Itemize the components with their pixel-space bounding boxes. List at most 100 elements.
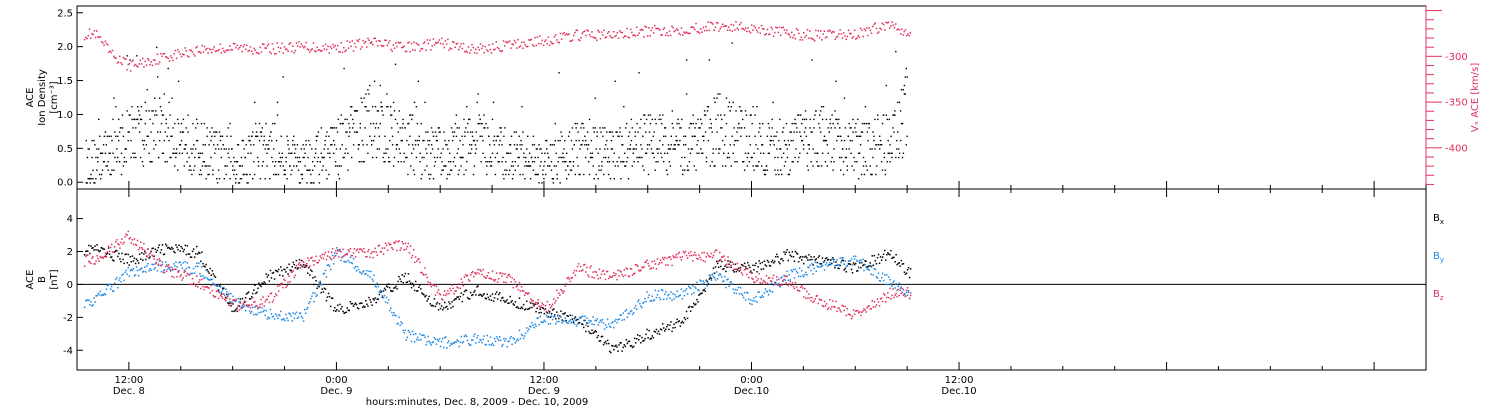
vx-point bbox=[524, 44, 527, 46]
bz-point bbox=[471, 272, 473, 274]
vx-point bbox=[182, 53, 184, 55]
by-point bbox=[653, 299, 656, 301]
bz-point bbox=[551, 303, 554, 306]
bz-point bbox=[103, 255, 106, 258]
vx-point bbox=[495, 41, 497, 43]
density-point bbox=[759, 127, 761, 129]
by-point bbox=[453, 342, 455, 344]
vx-point bbox=[114, 57, 116, 59]
vx-point bbox=[772, 35, 775, 37]
density-point bbox=[704, 131, 707, 133]
by-point bbox=[303, 308, 306, 311]
density-point bbox=[404, 127, 406, 129]
vx-point bbox=[306, 48, 309, 50]
density-point bbox=[564, 161, 566, 163]
density-point bbox=[618, 156, 620, 159]
by-point bbox=[889, 279, 891, 281]
density-point bbox=[128, 131, 130, 133]
density-point bbox=[442, 169, 444, 171]
bx-point bbox=[312, 277, 314, 279]
density-point bbox=[294, 156, 297, 159]
bz-point bbox=[532, 300, 534, 302]
density-point bbox=[170, 135, 172, 137]
density-point bbox=[146, 135, 148, 137]
bz-point bbox=[208, 287, 210, 289]
bz-point bbox=[615, 273, 617, 275]
bx-point bbox=[521, 307, 524, 310]
density-point bbox=[719, 93, 721, 95]
density-point bbox=[795, 148, 797, 150]
vx-point bbox=[284, 48, 287, 50]
density-point bbox=[118, 118, 120, 121]
density-point bbox=[439, 131, 441, 133]
bx-point bbox=[210, 274, 212, 276]
density-point bbox=[509, 152, 512, 154]
bz-point bbox=[164, 265, 167, 268]
density-point bbox=[277, 161, 280, 163]
by-point bbox=[148, 270, 150, 272]
by-point bbox=[368, 270, 370, 273]
bx-point bbox=[862, 264, 864, 267]
by-point bbox=[188, 266, 191, 269]
by-point bbox=[867, 268, 869, 270]
density-point bbox=[887, 139, 889, 142]
density-point bbox=[422, 139, 424, 142]
density-point bbox=[359, 127, 361, 129]
bx-point bbox=[188, 253, 191, 255]
density-point bbox=[625, 127, 627, 129]
by-point bbox=[265, 310, 267, 312]
bz-point bbox=[244, 301, 247, 303]
by-point bbox=[820, 265, 823, 267]
bz-point bbox=[571, 276, 574, 279]
by-point bbox=[485, 343, 487, 346]
bz-point bbox=[351, 255, 354, 257]
density-point bbox=[143, 139, 146, 142]
bx-point bbox=[396, 288, 398, 290]
by-point bbox=[102, 294, 105, 296]
density-point bbox=[528, 152, 531, 154]
by-point bbox=[524, 332, 527, 334]
density-point bbox=[798, 114, 800, 116]
density-point bbox=[869, 165, 871, 167]
bx-point bbox=[751, 272, 753, 274]
by-point bbox=[459, 341, 462, 343]
density-y-tick-label: 1.5 bbox=[57, 76, 73, 87]
bz-point bbox=[498, 278, 500, 280]
density-point bbox=[229, 122, 231, 125]
bx-point bbox=[792, 256, 795, 258]
bx-point bbox=[193, 256, 196, 258]
density-point bbox=[529, 178, 532, 180]
density-point bbox=[660, 118, 662, 121]
by-point bbox=[99, 290, 101, 293]
bz-point bbox=[853, 313, 856, 316]
density-point bbox=[187, 131, 189, 133]
density-point bbox=[479, 118, 481, 121]
bz-point bbox=[445, 294, 447, 297]
density-point bbox=[466, 106, 468, 108]
by-point bbox=[220, 291, 223, 293]
density-point bbox=[532, 135, 535, 137]
bz-point bbox=[325, 258, 328, 261]
bx-point bbox=[221, 287, 224, 290]
bx-point bbox=[856, 270, 858, 272]
density-point bbox=[165, 122, 167, 125]
bz-point bbox=[627, 275, 630, 277]
density-point bbox=[104, 131, 107, 133]
density-point bbox=[565, 169, 567, 171]
bz-point bbox=[744, 268, 747, 270]
vx-point bbox=[632, 34, 634, 37]
density-point bbox=[191, 173, 193, 176]
bz-point bbox=[218, 292, 221, 294]
vx-point bbox=[783, 29, 786, 31]
bx-point bbox=[775, 255, 777, 258]
bx-point bbox=[774, 260, 776, 263]
density-point bbox=[139, 118, 142, 121]
vx-point bbox=[908, 34, 910, 37]
bz-point bbox=[156, 258, 159, 261]
bx-point bbox=[741, 264, 744, 266]
bx-point bbox=[558, 317, 560, 320]
by-point bbox=[302, 320, 305, 322]
by-point bbox=[91, 305, 93, 307]
b-y-tick-label: -4 bbox=[63, 346, 73, 357]
